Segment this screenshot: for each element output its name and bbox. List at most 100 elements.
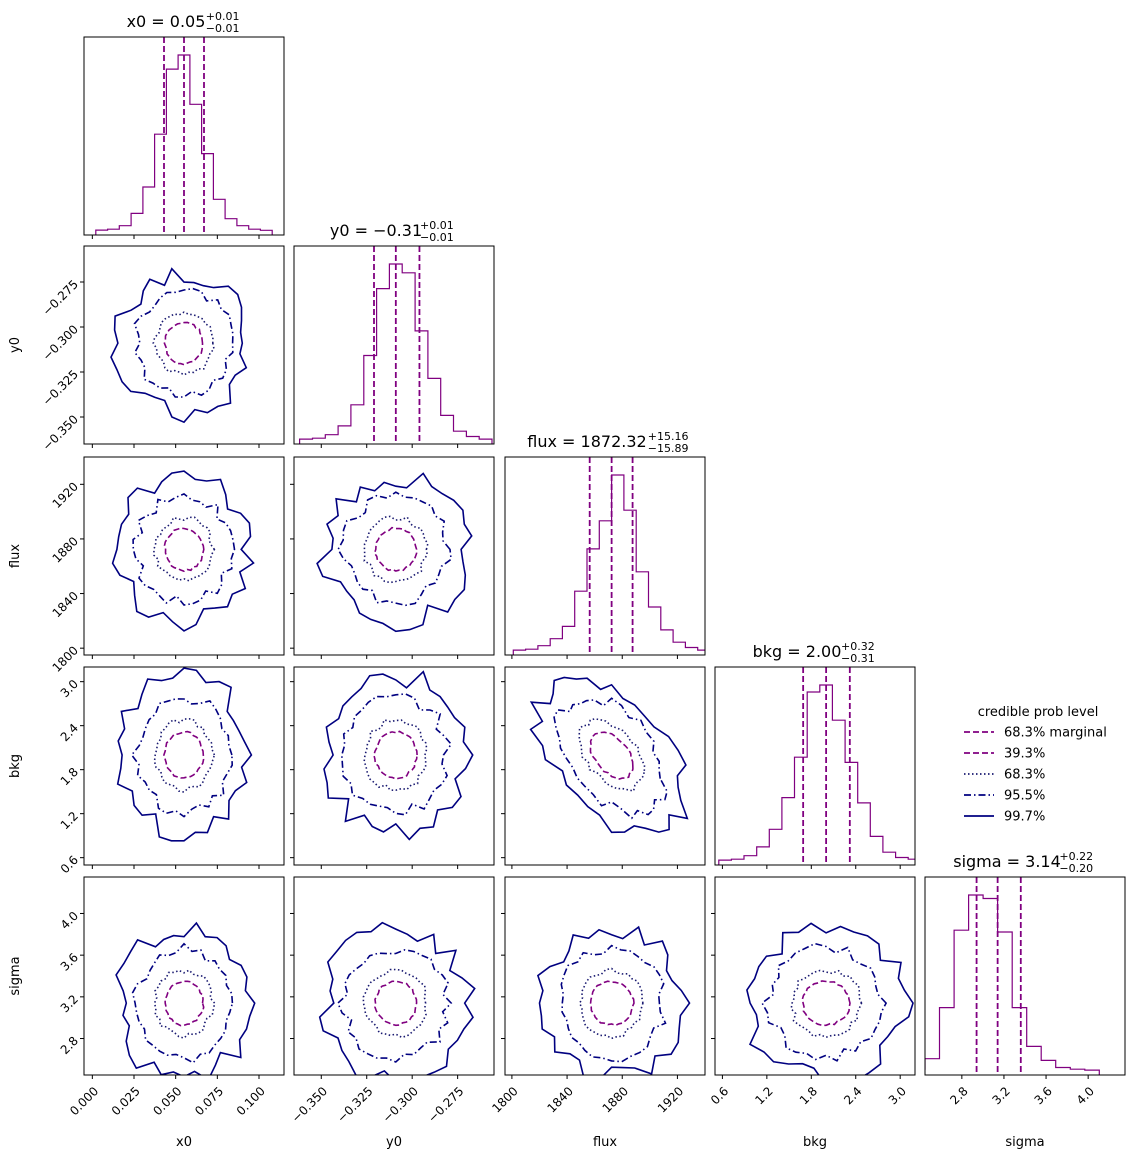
contour-95-5 (133, 287, 234, 398)
joint-panel-x0-flux: 1800 1840 1880 1920 (50, 456, 285, 675)
contour-99-7 (536, 925, 691, 1075)
x-tick-label: 0.025 (109, 1084, 143, 1118)
axes-frame (924, 876, 1126, 1076)
contour-68-3 (363, 718, 428, 792)
y-axis-label-bkg: bkg (8, 754, 23, 778)
contour-68-3 (153, 969, 216, 1039)
axes-frame (714, 666, 916, 866)
x-tick-label: 1840 (544, 1084, 575, 1115)
y-tick-label: −0.325 (40, 367, 81, 408)
x-tick-label: 1920 (655, 1084, 686, 1115)
legend-title: credible prob level (978, 705, 1099, 720)
y-tick-label: 1800 (50, 643, 81, 674)
x-tick-label: −0.275 (425, 1084, 466, 1125)
contour-68-3 (578, 717, 646, 792)
contour-99-7 (529, 676, 689, 834)
panel-title-plus: +0.32 (841, 640, 875, 653)
joint-panel-bkg-sigma: 0.6 1.2 1.8 2.4 3.0 (708, 876, 916, 1107)
x-tick-label: 0.000 (67, 1084, 101, 1118)
y-axis-label-flux: flux (8, 544, 23, 568)
contour-95-5 (560, 944, 667, 1063)
joint-panel-x0-sigma: 0.000 0.025 0.050 0.075 0.100 2.8 3.2 3.6 4.0 (58, 876, 285, 1118)
contour-39-3 (373, 730, 418, 780)
panel-title-minus: −0.31 (841, 652, 875, 665)
contour-95-5 (336, 948, 453, 1063)
y-tick-label: 1880 (50, 534, 81, 565)
y-tick-label: 4.0 (58, 909, 81, 932)
panel-title-bkg: bkg = 2.00 (753, 642, 842, 661)
x-axis-label-x0: x0 (176, 1135, 192, 1150)
x-tick-label: 1800 (489, 1084, 520, 1115)
panel-title-plus: +0.01 (206, 10, 240, 23)
contour-39-3 (163, 527, 205, 573)
x-axis-label-bkg: bkg (803, 1135, 827, 1150)
contour-68-3 (152, 311, 215, 376)
x-axis-label-flux: flux (593, 1135, 617, 1150)
x-tick-label: 3.2 (989, 1084, 1012, 1107)
axes-frame (83, 245, 285, 445)
contour-68-3 (153, 717, 216, 793)
contour-99-7 (746, 922, 914, 1075)
contour-39-3 (589, 980, 635, 1027)
y-tick-label: 1.8 (58, 765, 81, 788)
x-axis-label-y0: y0 (386, 1135, 402, 1150)
panel-title-x0: x0 = 0.05 (127, 12, 206, 31)
y-tick-label: 1.2 (58, 809, 81, 832)
joint-panel-x0-bkg: 0.6 1.2 1.8 2.4 3.0 (58, 666, 285, 876)
x-tick-label: 0.075 (192, 1084, 226, 1118)
legend: credible prob level 68.3% marginal 39.3% 68… (964, 705, 1107, 825)
panel-title-minus: −0.01 (420, 231, 454, 244)
y-tick-label: 1920 (50, 480, 81, 511)
y-tick-label: 2.8 (58, 1034, 81, 1057)
y-tick-label: 3.0 (58, 677, 81, 700)
contour-39-3 (164, 980, 205, 1027)
contour-99-7 (115, 921, 256, 1075)
x-tick-label: −0.300 (380, 1084, 421, 1125)
panel-title-minus: −15.89 (648, 442, 689, 455)
panel-title-plus: +15.16 (648, 430, 689, 443)
contour-39-3 (163, 730, 205, 779)
joint-panel-x0-y0: −0.350−0.325−0.300−0.275 (40, 245, 285, 454)
axes-frame (504, 456, 706, 656)
x-tick-label: 3.0 (886, 1084, 909, 1107)
panel-title-sigma: sigma = 3.14 (953, 852, 1061, 871)
contour-99-7 (316, 472, 473, 633)
axes-frame (293, 666, 495, 866)
axes-frame (504, 876, 706, 1076)
x-tick-label: 1.2 (752, 1084, 775, 1107)
panel-title-plus: +0.22 (1059, 850, 1093, 863)
x-tick-label: 3.6 (1032, 1084, 1055, 1107)
x-tick-label: −0.350 (289, 1084, 330, 1125)
legend-entry-label: 39.3% (1004, 747, 1045, 762)
x-tick-label: 0.100 (234, 1084, 268, 1118)
contour-39-3 (374, 980, 418, 1027)
panel-title-minus: −0.01 (206, 22, 240, 35)
y-tick-label: −0.350 (40, 412, 81, 453)
joint-panel-flux-sigma: 1800 1840 1880 1920 (489, 876, 706, 1116)
axes-frame (293, 876, 495, 1076)
x-tick-label: 0.050 (150, 1084, 184, 1118)
y-axis-label-sigma: sigma (8, 956, 23, 995)
joint-panel-y0-sigma: −0.350 −0.325 −0.300 −0.275 (289, 876, 495, 1125)
contour-68-3 (363, 515, 429, 584)
panel-title-y0: y0 = −0.31 (330, 221, 422, 240)
axes-frame (83, 36, 285, 236)
x-axis-label-sigma: sigma (1005, 1135, 1044, 1150)
panel-title-plus: +0.01 (420, 219, 454, 232)
contour-99-7 (111, 470, 255, 632)
marginal-panel-y0: y0 = −0.31+0.01−0.01 (293, 219, 495, 448)
x-tick-label: 1.8 (797, 1084, 820, 1107)
contour-99-7 (116, 667, 253, 842)
legend-entry-label: 99.7% (1004, 810, 1045, 825)
y-tick-label: 3.6 (58, 950, 81, 973)
panel-title-minus: −0.20 (1059, 862, 1093, 875)
panel-title-flux: flux = 1872.32 (527, 432, 646, 451)
contour-39-3 (801, 980, 851, 1027)
marginal-panel-x0: x0 = 0.05 +0.01−0.01 (83, 10, 285, 239)
y-tick-label: 2.4 (58, 721, 81, 744)
x-tick-label: 2.8 (947, 1084, 970, 1107)
contour-99-7 (318, 921, 476, 1075)
contour-95-5 (132, 492, 236, 606)
contour-95-5 (130, 698, 234, 818)
legend-entry-label: 68.3% (1004, 768, 1045, 783)
